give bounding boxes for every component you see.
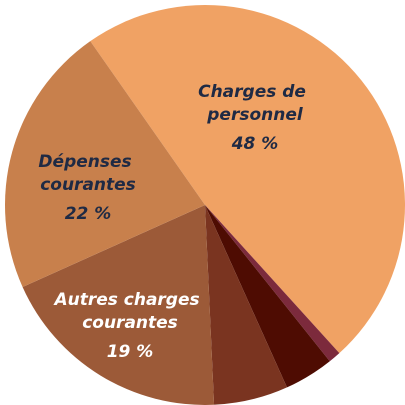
label-line: Dépenses [38, 152, 137, 172]
pie-slice [205, 205, 330, 388]
value-label: 19 % [107, 342, 154, 362]
label-line: Autres charges [52, 290, 205, 310]
pie-slice [205, 205, 340, 362]
label-line: courantes [82, 313, 178, 333]
pie-slice [5, 41, 205, 287]
label-line: courantes [40, 175, 136, 195]
value-label: 48 % [231, 134, 279, 154]
label-line: Charges de [198, 82, 312, 102]
slice-label: Dépenses courantes [38, 152, 137, 195]
slice-label: Autres charges courantes [52, 290, 205, 333]
pie-slice [90, 5, 405, 354]
pie-slice [22, 205, 215, 405]
slice-label: Charges de personnel [198, 82, 312, 125]
value-label: 22 % [65, 204, 112, 224]
pie-slice [205, 205, 287, 405]
label-line: personnel [206, 105, 304, 125]
